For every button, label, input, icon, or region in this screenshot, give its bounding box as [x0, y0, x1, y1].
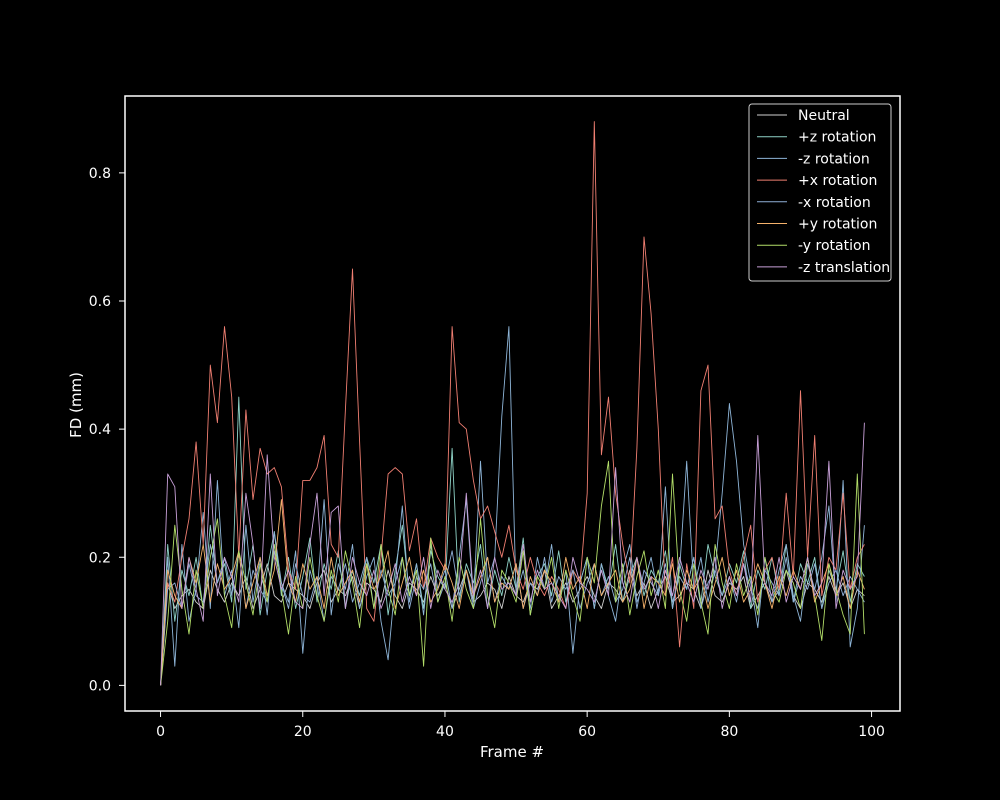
legend-label-0: Neutral: [798, 108, 850, 124]
legend-label-4: -x rotation: [798, 195, 871, 211]
series-line-7: [160, 422, 865, 686]
y-axis-label: FD (mm): [67, 372, 85, 438]
y-tick-label: 0.6: [89, 294, 111, 310]
y-axis: 0.0 0.2 0.4 0.6 0.8: [89, 166, 125, 694]
legend-label-5: +y rotation: [798, 217, 877, 233]
legend: Neutral +z rotation -z rotation +x rotation…: [748, 103, 892, 282]
series-line-3: [160, 121, 865, 686]
x-tick-label: 40: [436, 724, 454, 740]
x-tick-label: 100: [858, 724, 885, 740]
legend-label-6: -y rotation: [798, 238, 870, 254]
series-line-1: [160, 396, 865, 686]
series-line-0: [160, 563, 865, 686]
x-axis-label: Frame #: [480, 743, 544, 761]
y-tick-label: 0.8: [89, 166, 111, 182]
series-line-6: [160, 460, 865, 686]
legend-frame: [748, 103, 892, 282]
x-axis: 0 20 40 60 80 100: [156, 711, 885, 740]
x-tick-label: 20: [294, 724, 312, 740]
legend-label-3: +x rotation: [798, 173, 877, 189]
plot-frame: [124, 95, 901, 712]
x-tick-label: 60: [578, 724, 596, 740]
y-tick-label: 0.0: [89, 678, 111, 694]
series-line-5: [160, 499, 865, 686]
legend-label-7: -z translation: [798, 260, 890, 276]
legend-label-2: -z rotation: [798, 151, 870, 167]
legend-label-1: +z rotation: [798, 130, 876, 146]
series-layer: [160, 121, 865, 686]
x-tick-label: 80: [720, 724, 738, 740]
x-tick-label: 0: [156, 724, 165, 740]
series-line-2: [160, 326, 865, 686]
y-tick-label: 0.4: [89, 422, 111, 438]
y-tick-label: 0.2: [89, 550, 111, 566]
